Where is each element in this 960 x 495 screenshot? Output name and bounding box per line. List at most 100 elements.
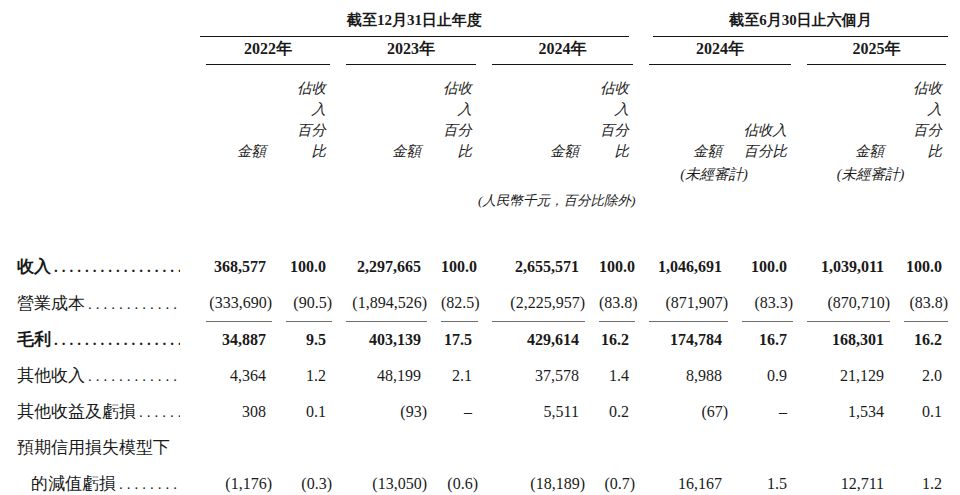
pct-header-cell: 佔收入百分比 — [427, 65, 478, 162]
pct-header-line2: 百分比 — [744, 143, 788, 159]
table-row: 營業成本....................................… — [17, 285, 948, 322]
table-row: 預期信用損失模型下的減值虧損..........................… — [17, 430, 948, 495]
year-2022-label: 2022年 — [206, 37, 330, 65]
cell-value: 1.2 — [922, 475, 942, 492]
amount-cell: 34,887 — [192, 322, 272, 358]
year-2025-interim-label: 2025年 — [807, 37, 946, 65]
cell-value: 17.5 — [444, 331, 472, 348]
amount-cell: 1,039,011 — [793, 249, 890, 285]
amount-cell: (333,690) — [192, 285, 272, 322]
pct-cell: (0.6) — [427, 430, 478, 495]
cell-value: 5,511 — [544, 403, 579, 420]
pct-header-cell: 佔收入百分比 — [272, 65, 332, 162]
year-2024-interim-cell: 2024年 — [635, 37, 793, 65]
cell-value: 1.4 — [609, 367, 629, 384]
pct-cell: (90.5) — [272, 285, 332, 322]
amount-cell: 4,364 — [192, 358, 272, 394]
unaudited-note: (未經審計) — [793, 162, 948, 186]
table-row: 其他收入....................................… — [17, 358, 948, 394]
empty-cell — [17, 37, 192, 65]
corner-cell — [17, 6, 192, 37]
cell-value: 100.0 — [906, 258, 942, 275]
cell-value: 100.0 — [751, 258, 787, 275]
pct-cell: – — [728, 394, 793, 430]
cell-value: 16.2 — [914, 331, 942, 348]
amount-header-cell: 金額 — [478, 65, 585, 162]
cell-value: (93) — [400, 403, 427, 420]
cell-value: (83.3) — [754, 294, 793, 311]
unaudited-2024-cell: (未經審計) — [635, 162, 793, 186]
cell-value: (18,189) — [530, 475, 585, 492]
amount-cell: (871,907) — [635, 285, 728, 322]
dot-leader: ........................................… — [139, 394, 180, 430]
cell-value: 0.2 — [609, 403, 629, 420]
dot-leader: ........................................… — [88, 286, 180, 322]
pct-cell: 100.0 — [728, 249, 793, 285]
amount-cell: (870,710) — [793, 285, 890, 322]
cell-value: 9.5 — [306, 331, 326, 348]
cell-value: 0.1 — [922, 403, 942, 420]
pct-header-line2: 百分比 — [913, 122, 942, 159]
amount-cell: 168,301 — [793, 322, 890, 358]
amount-header-cell: 金額 — [793, 65, 890, 162]
amount-cell: 2,655,571 — [478, 249, 585, 285]
pct-header-line2: 百分比 — [297, 122, 326, 159]
dot-leader: ........................................… — [54, 249, 180, 285]
year-2023-cell: 2023年 — [332, 37, 478, 65]
cell-value: (333,690) — [209, 294, 272, 311]
cell-value: 308 — [242, 403, 266, 420]
amount-header-cell: 金額 — [332, 65, 427, 162]
pct-header-line2: 百分比 — [443, 122, 472, 159]
period-group-interim-cell: 截至6月30日止六個月 — [635, 6, 948, 37]
cell-value: 2.1 — [452, 367, 472, 384]
pct-cell: 0.1 — [890, 394, 948, 430]
unaudited-note: (未經審計) — [635, 162, 793, 186]
cell-value: 100.0 — [441, 258, 477, 275]
pct-cell: 1.5 — [728, 430, 793, 495]
amount-header-cell: 金額 — [635, 65, 728, 162]
cell-value: (871,907) — [665, 294, 728, 311]
year-2024-label: 2024年 — [492, 37, 633, 65]
empty-cell — [17, 65, 192, 162]
dot-leader: ........................................… — [54, 322, 180, 358]
cell-value: 1,534 — [848, 403, 884, 420]
cell-value: 2,297,665 — [357, 258, 421, 275]
cell-value: 16,167 — [678, 475, 722, 492]
cell-value: (2,225,957) — [510, 294, 585, 311]
amount-cell: 403,139 — [332, 322, 427, 358]
dot-leader: ........................................… — [119, 466, 180, 495]
amount-header: 金額 — [346, 141, 427, 162]
spacer-row — [17, 216, 948, 249]
cell-value: 4,364 — [230, 367, 266, 384]
cell-value: 16.2 — [601, 331, 629, 348]
row-label: 營業成本....................................… — [17, 285, 192, 322]
pct-header-cell: 佔收入百分比 — [728, 65, 793, 162]
cell-value: 403,139 — [369, 331, 421, 348]
cell-value: 48,199 — [377, 367, 421, 384]
amount-cell: 5,511 — [478, 394, 585, 430]
cell-value: 21,129 — [840, 367, 884, 384]
pct-header-cell: 佔收入百分比 — [890, 65, 948, 162]
cell-value: (870,710) — [827, 294, 890, 311]
cell-value: (13,050) — [372, 475, 427, 492]
amount-cell: 308 — [192, 394, 272, 430]
pct-cell: (83.8) — [585, 285, 635, 322]
cell-value: (0.3) — [301, 475, 332, 492]
pct-cell: 100.0 — [427, 249, 478, 285]
pct-header: 佔收入百分比 — [904, 78, 948, 162]
cell-value: 2,655,571 — [515, 258, 579, 275]
cell-value: 8,988 — [686, 367, 722, 384]
pct-cell: 100.0 — [272, 249, 332, 285]
period-group-annual-title: 截至12月31日止年度 — [200, 10, 629, 37]
period-group-interim-title: 截至6月30日止六個月 — [653, 10, 948, 37]
table-row: 毛利......................................… — [17, 322, 948, 358]
amount-cell: (13,050) — [332, 430, 427, 495]
pct-cell: 16.2 — [890, 322, 948, 358]
pct-cell: – — [427, 394, 478, 430]
cell-value: (0.7) — [604, 475, 635, 492]
cell-value: (0.6) — [447, 475, 478, 492]
empty-cell — [17, 162, 192, 186]
amount-cell: 8,988 — [635, 358, 728, 394]
amount-cell: 429,614 — [478, 322, 585, 358]
units-note: (人民幣千元，百分比除外) — [478, 186, 635, 216]
